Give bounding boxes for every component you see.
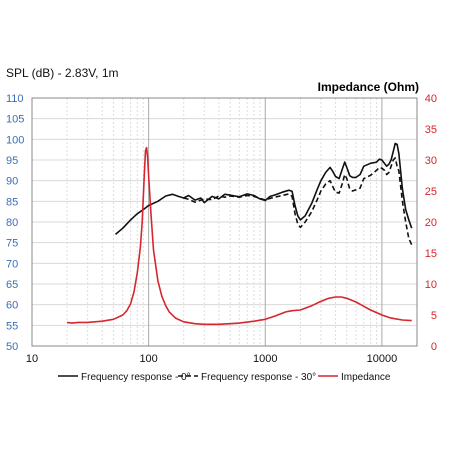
legend-label-2: Frequency response - 30° bbox=[201, 372, 316, 383]
left-axis-tick-label: 70 bbox=[6, 258, 18, 270]
x-axis-tick-label: 100 bbox=[139, 353, 157, 365]
right-axis-tick-label: 5 bbox=[431, 310, 437, 322]
right-axis-tick-label: 25 bbox=[425, 186, 437, 198]
series-line-2 bbox=[183, 157, 413, 246]
left-axis-tick-label: 105 bbox=[6, 114, 24, 126]
left-axis-title: SPL (dB) - 2.83V, 1m bbox=[6, 66, 119, 80]
right-axis-title: Impedance (Ohm) bbox=[318, 80, 419, 94]
x-axis-tick-label: 10000 bbox=[367, 353, 398, 365]
plot-area bbox=[31, 97, 418, 347]
x-axis-tick-label: 1000 bbox=[253, 353, 277, 365]
left-axis-ticks: 110 105 100 95 90 85 80 75 70 65 60 55 50 bbox=[6, 93, 24, 353]
legend-label-3: Impedance bbox=[341, 372, 391, 383]
series-lines bbox=[66, 142, 413, 326]
series-line-1 bbox=[114, 142, 413, 236]
right-axis-tick-label: 40 bbox=[425, 93, 437, 105]
legend: Frequency response - 0° Frequency respons… bbox=[58, 372, 391, 383]
left-axis-tick-label: 65 bbox=[6, 279, 18, 291]
legend-label-1: Frequency response - 0° bbox=[81, 372, 191, 383]
left-axis-tick-label: 95 bbox=[6, 155, 18, 167]
left-axis-tick-label: 90 bbox=[6, 176, 18, 188]
series-line-3 bbox=[66, 146, 412, 326]
right-axis-tick-label: 35 bbox=[425, 124, 437, 136]
left-axis-tick-label: 55 bbox=[6, 320, 18, 332]
right-axis-tick-label: 20 bbox=[425, 217, 437, 229]
right-axis-tick-label: 30 bbox=[425, 155, 437, 167]
left-axis-tick-label: 75 bbox=[6, 238, 18, 250]
right-axis-tick-label: 15 bbox=[425, 248, 437, 260]
right-axis-tick-label: 0 bbox=[431, 341, 437, 353]
grid bbox=[31, 97, 418, 347]
x-axis-tick-label: 10 bbox=[26, 353, 38, 365]
left-axis-tick-label: 110 bbox=[6, 93, 24, 105]
left-axis-tick-label: 85 bbox=[6, 196, 18, 208]
right-axis-ticks: 40 35 30 25 20 15 10 5 0 bbox=[425, 93, 437, 353]
left-axis-tick-label: 80 bbox=[6, 217, 18, 229]
x-axis-ticks: 10 100 1000 10000 bbox=[26, 353, 397, 365]
left-axis-tick-label: 60 bbox=[6, 300, 18, 312]
left-axis-tick-label: 100 bbox=[6, 134, 24, 146]
right-axis-tick-label: 10 bbox=[425, 279, 437, 291]
left-axis-tick-label: 50 bbox=[6, 341, 18, 353]
